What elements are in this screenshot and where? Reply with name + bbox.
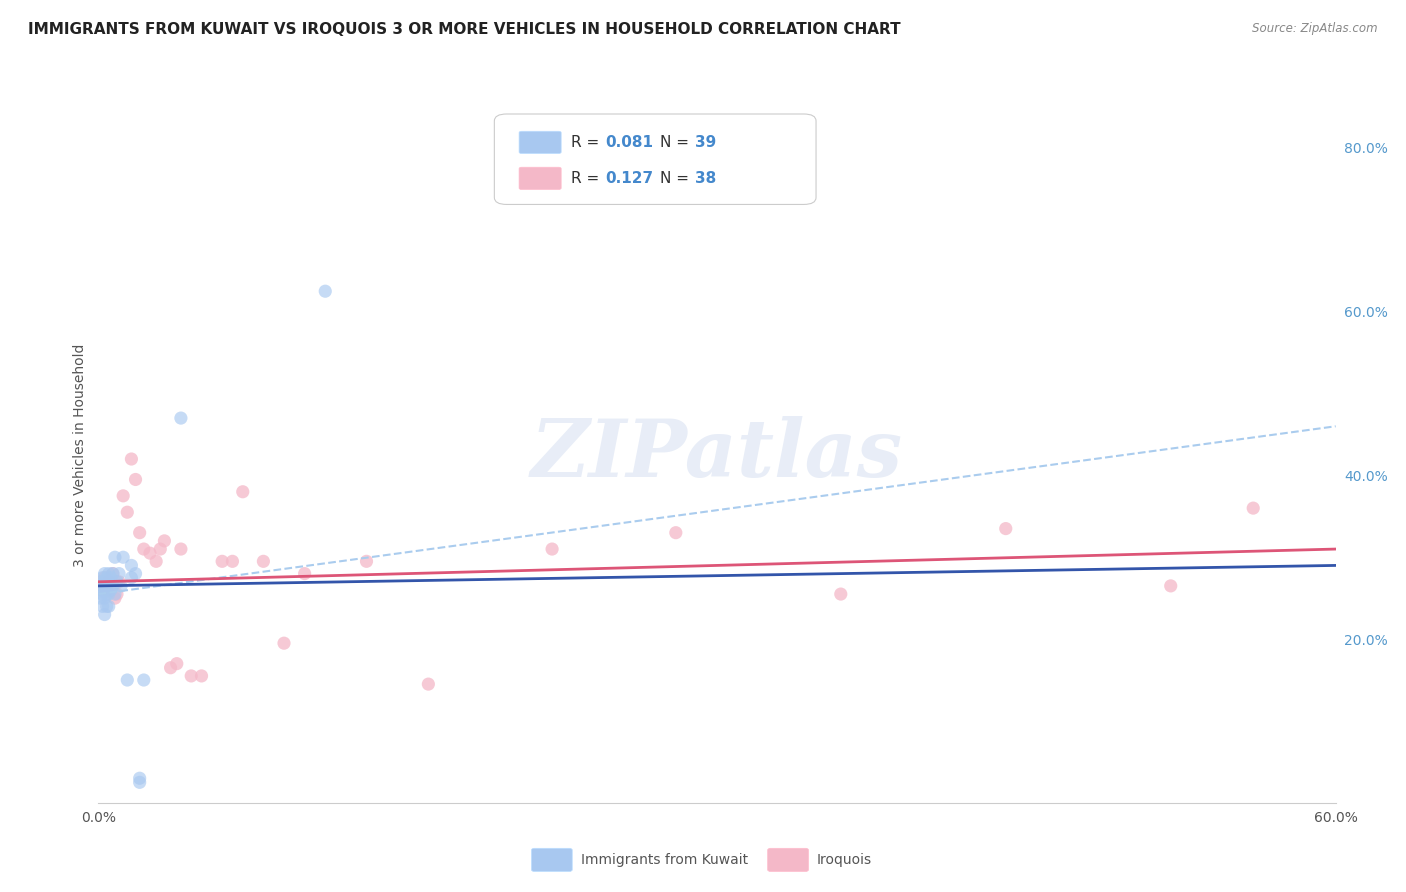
Point <box>132 542 155 557</box>
Point <box>112 550 135 565</box>
Point <box>105 574 128 589</box>
Point <box>104 591 127 606</box>
Point <box>124 473 146 487</box>
Text: N =: N = <box>661 171 695 186</box>
Point <box>96 582 118 597</box>
Point <box>91 571 114 585</box>
Point <box>89 574 111 589</box>
Point <box>104 587 127 601</box>
Text: 38: 38 <box>695 171 716 186</box>
Point <box>89 591 111 606</box>
Point <box>418 677 440 691</box>
Point <box>93 574 115 589</box>
Point <box>180 669 202 683</box>
Y-axis label: 3 or more Vehicles in Household: 3 or more Vehicles in Household <box>73 343 87 566</box>
Point <box>91 579 114 593</box>
Point <box>145 554 167 568</box>
Point <box>97 574 120 589</box>
Point <box>294 566 316 581</box>
Point <box>91 579 114 593</box>
Point <box>96 571 118 585</box>
Point <box>101 579 124 593</box>
Point <box>91 599 114 614</box>
Point <box>110 579 132 593</box>
Point <box>105 587 128 601</box>
Point <box>149 542 172 557</box>
Point <box>120 571 142 585</box>
Point <box>120 558 142 573</box>
Point <box>89 582 111 597</box>
Point <box>108 574 131 589</box>
Point <box>93 571 115 585</box>
Point <box>97 599 120 614</box>
Point <box>211 554 233 568</box>
Point <box>117 673 139 687</box>
Point <box>120 452 142 467</box>
Point <box>96 599 118 614</box>
Point <box>104 550 127 565</box>
Point <box>314 284 336 298</box>
Point <box>128 525 150 540</box>
Text: Immigrants from Kuwait: Immigrants from Kuwait <box>581 853 748 867</box>
FancyBboxPatch shape <box>519 167 561 189</box>
Point <box>273 636 295 650</box>
Point <box>100 582 122 597</box>
Text: N =: N = <box>661 135 695 150</box>
Point <box>93 582 115 597</box>
Text: ZIPatlas: ZIPatlas <box>531 417 903 493</box>
Point <box>541 542 564 557</box>
Point <box>91 587 114 601</box>
FancyBboxPatch shape <box>519 131 561 153</box>
Point <box>96 579 118 593</box>
Point <box>132 673 155 687</box>
Point <box>1160 579 1182 593</box>
Text: 0.127: 0.127 <box>606 171 654 186</box>
Point <box>190 669 212 683</box>
Text: Source: ZipAtlas.com: Source: ZipAtlas.com <box>1253 22 1378 36</box>
Point <box>124 566 146 581</box>
Point <box>93 591 115 606</box>
Text: R =: R = <box>571 171 605 186</box>
Point <box>170 542 193 557</box>
Point <box>112 489 135 503</box>
Point <box>221 554 243 568</box>
Point <box>139 546 162 560</box>
Point <box>100 579 122 593</box>
Point <box>153 533 176 548</box>
Point <box>1241 501 1264 516</box>
Point <box>96 587 118 601</box>
Point <box>108 566 131 581</box>
Point <box>117 505 139 519</box>
Point <box>101 566 124 581</box>
Point <box>665 525 688 540</box>
Text: IMMIGRANTS FROM KUWAIT VS IROQUOIS 3 OR MORE VEHICLES IN HOUSEHOLD CORRELATION C: IMMIGRANTS FROM KUWAIT VS IROQUOIS 3 OR … <box>28 22 901 37</box>
Point <box>97 574 120 589</box>
Point <box>830 587 852 601</box>
Point <box>128 771 150 785</box>
Point <box>97 566 120 581</box>
Text: R =: R = <box>571 135 605 150</box>
FancyBboxPatch shape <box>495 114 815 204</box>
Text: 0.081: 0.081 <box>606 135 654 150</box>
Point <box>93 566 115 581</box>
Point <box>100 571 122 585</box>
Point <box>170 411 193 425</box>
Text: Iroquois: Iroquois <box>817 853 872 867</box>
Text: 39: 39 <box>695 135 716 150</box>
Point <box>994 522 1017 536</box>
Point <box>232 484 254 499</box>
Point <box>159 661 181 675</box>
Point <box>128 775 150 789</box>
Point <box>93 607 115 622</box>
Point <box>101 566 124 581</box>
Point <box>166 657 188 671</box>
Point <box>356 554 378 568</box>
Point <box>252 554 274 568</box>
Point <box>97 587 120 601</box>
